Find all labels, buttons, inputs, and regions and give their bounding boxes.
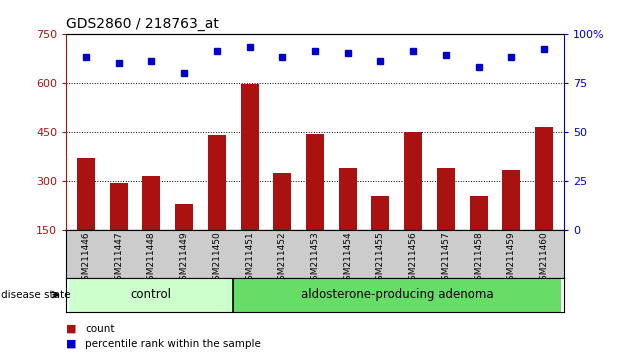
Bar (110, 183, 127, 279)
Text: GDS2860 / 218763_at: GDS2860 / 218763_at (66, 17, 219, 31)
Text: disease state: disease state (1, 290, 70, 300)
Bar (208, 135, 226, 279)
Bar (77, 158, 94, 279)
Text: GSM211457: GSM211457 (442, 232, 450, 286)
Text: percentile rank within the sample: percentile rank within the sample (85, 339, 261, 349)
Text: GSM211448: GSM211448 (147, 232, 156, 286)
Text: GSM211447: GSM211447 (114, 232, 123, 286)
Text: GSM211456: GSM211456 (409, 232, 418, 286)
Text: count: count (85, 324, 115, 333)
Bar (233, 278, 561, 312)
Bar (437, 168, 455, 279)
Bar (404, 132, 422, 279)
Text: ■: ■ (66, 324, 77, 333)
Text: GSM211455: GSM211455 (376, 232, 385, 286)
Bar (142, 176, 160, 279)
Text: GSM211460: GSM211460 (540, 232, 549, 286)
Text: aldosterone-producing adenoma: aldosterone-producing adenoma (301, 288, 493, 301)
Bar (470, 196, 488, 279)
Text: ■: ■ (66, 339, 77, 349)
Text: GSM211459: GSM211459 (507, 232, 516, 286)
Bar (273, 173, 291, 279)
Text: GSM211452: GSM211452 (278, 232, 287, 286)
Text: GSM211450: GSM211450 (212, 232, 221, 286)
Text: GSM211454: GSM211454 (343, 232, 352, 286)
Text: control: control (131, 288, 172, 301)
Text: GSM211451: GSM211451 (245, 232, 254, 286)
Bar (339, 168, 357, 279)
Bar (536, 127, 553, 279)
Bar (241, 84, 258, 279)
Bar (69, 278, 233, 312)
Bar (503, 170, 520, 279)
Bar (175, 204, 193, 279)
Text: GSM211446: GSM211446 (81, 232, 90, 286)
Text: GSM211453: GSM211453 (311, 232, 319, 286)
Bar (372, 196, 389, 279)
Bar (306, 133, 324, 279)
Text: GSM211449: GSM211449 (180, 232, 188, 286)
Text: GSM211458: GSM211458 (474, 232, 483, 286)
